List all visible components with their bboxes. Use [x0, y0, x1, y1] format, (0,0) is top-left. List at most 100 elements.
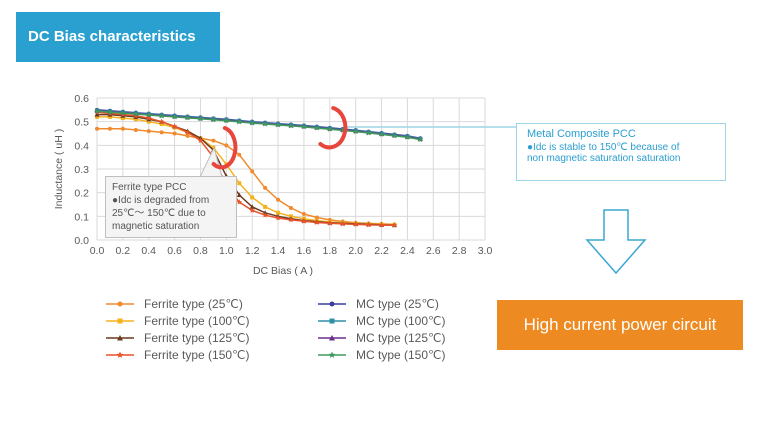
data-point	[159, 122, 164, 127]
legend-item: Ferrite type (25℃)	[106, 295, 250, 312]
data-point	[275, 121, 281, 128]
legend-item: MC type (150℃)	[318, 346, 446, 363]
data-point	[224, 143, 229, 148]
legend-marker-icon	[106, 298, 134, 310]
data-point	[146, 129, 151, 134]
legend-marker-icon	[318, 332, 346, 344]
data-point	[378, 222, 385, 228]
y-tick-label: 0.6	[74, 93, 89, 105]
data-point	[263, 204, 268, 209]
legend-marker-icon	[318, 349, 346, 361]
data-point	[197, 137, 204, 144]
data-point	[326, 126, 333, 132]
x-tick-label: 2.6	[426, 245, 441, 257]
data-point	[326, 220, 333, 226]
legend-marker-icon	[318, 298, 346, 310]
data-point	[378, 131, 385, 137]
x-tick-label: 1.4	[271, 245, 286, 257]
data-point	[249, 207, 256, 213]
data-point	[365, 221, 372, 228]
legend-ferrite: Ferrite type (25℃) Ferrite type (100℃) Fer…	[106, 295, 250, 363]
x-tick-label: 1.2	[245, 245, 260, 257]
legend-mc: MC type (25℃) MC type (100℃) MC type (125℃…	[318, 295, 446, 363]
data-point	[197, 115, 204, 122]
x-tick-label: 3.0	[478, 245, 493, 257]
x-tick-label: 2.4	[400, 245, 415, 257]
data-point	[94, 108, 100, 114]
data-point	[250, 169, 255, 174]
data-point	[276, 197, 281, 202]
mc-callout: Metal Composite PCC ●Idc is stable to 15…	[516, 123, 726, 181]
data-point	[185, 133, 190, 138]
data-point	[301, 123, 307, 130]
series-line-0	[97, 128, 395, 226]
y-tick-label: 0.3	[74, 164, 89, 176]
data-point	[301, 211, 306, 216]
legend-label: Ferrite type (100℃)	[144, 313, 250, 328]
data-point	[275, 214, 281, 221]
legend-item: Ferrite type (150℃)	[106, 346, 250, 363]
y-tick-label: 0.0	[74, 235, 89, 247]
data-point	[210, 116, 217, 123]
data-point	[339, 220, 346, 227]
x-tick-label: 1.8	[322, 245, 337, 257]
data-point	[289, 206, 293, 211]
data-point	[417, 136, 424, 143]
data-point	[107, 109, 113, 115]
data-point	[288, 216, 294, 223]
legend-item: MC type (125℃)	[318, 329, 446, 346]
data-point	[158, 112, 165, 119]
data-point	[158, 118, 165, 125]
data-point	[146, 119, 151, 124]
x-axis-label: DC Bias ( A )	[253, 265, 313, 277]
legend-marker-icon	[318, 315, 346, 327]
data-point	[223, 117, 230, 124]
data-point	[145, 112, 152, 118]
y-tick-label: 0.2	[74, 188, 89, 200]
data-point	[391, 132, 398, 139]
mc-callout-line1: ●Idc is stable to 150℃ because of	[527, 142, 680, 153]
data-point	[171, 123, 178, 129]
data-point	[314, 125, 320, 131]
dc-bias-chart: 0.0 0.2 0.4 0.6 0.8 1.0 1.2 1.4 1.6 1.8 2.0 2.2 2.4 2…	[53, 93, 516, 277]
data-point	[236, 192, 242, 198]
data-point	[172, 131, 177, 136]
data-point	[95, 126, 99, 131]
data-point	[301, 218, 307, 224]
data-point	[237, 181, 242, 186]
x-tick-label: 2.0	[348, 245, 363, 257]
data-point	[171, 113, 178, 120]
data-point	[249, 204, 255, 209]
data-point	[250, 195, 255, 200]
data-point	[236, 118, 243, 125]
ferrite-callout-pointer	[199, 146, 223, 178]
legend-label: Ferrite type (150℃)	[144, 347, 250, 362]
data-point	[263, 185, 268, 190]
legend-label: MC type (100℃)	[356, 313, 446, 328]
ferrite-callout-line1: ●Idc is degraded from	[112, 195, 210, 206]
data-point	[159, 130, 164, 135]
data-point	[133, 127, 138, 132]
data-point	[365, 130, 372, 136]
data-point	[276, 210, 281, 215]
mc-callout-line2: non magnetic saturation saturation	[527, 153, 681, 164]
x-tick-label: 1.6	[297, 245, 312, 257]
legend-label: Ferrite type (25℃)	[144, 296, 243, 311]
x-tick-label: 0.8	[193, 245, 208, 257]
data-point	[314, 215, 319, 220]
data-point	[211, 138, 216, 143]
data-point	[288, 122, 294, 129]
legend-marker-icon	[106, 315, 134, 327]
data-point	[120, 110, 126, 116]
data-point	[133, 117, 138, 122]
data-point	[107, 126, 112, 131]
data-point	[352, 128, 359, 135]
legend-item: Ferrite type (125℃)	[106, 329, 250, 346]
legend-marker-icon	[106, 349, 134, 361]
legend-label: Ferrite type (125℃)	[144, 330, 250, 345]
page-title: DC Bias characteristics	[16, 12, 220, 62]
mc-callout-title: Metal Composite PCC	[527, 128, 636, 140]
y-tick-label: 0.4	[74, 140, 89, 152]
y-tick-label: 0.1	[74, 211, 89, 223]
legend-label: MC type (125℃)	[356, 330, 446, 345]
